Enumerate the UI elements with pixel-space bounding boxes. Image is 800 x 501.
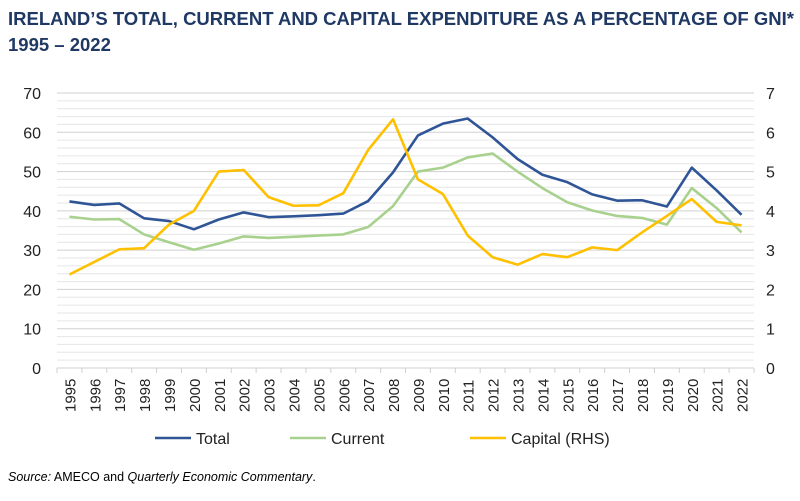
x-tick-label: 2007	[361, 379, 378, 412]
y2-tick-label: 3	[766, 243, 775, 260]
x-tick-label: 1997	[112, 379, 129, 412]
y-tick-label: 50	[23, 165, 41, 182]
y-tick-label: 20	[23, 282, 41, 299]
line-chart: 0 10 20 30 40 50 60 70 0 1 2 3 4 5 6 7 1995 1996 1997 1998 1…	[23, 86, 775, 448]
x-tick-label: 2022	[735, 379, 752, 412]
series-line-capital-rhs-	[68, 118, 742, 276]
x-tick-label: 2010	[436, 379, 453, 412]
legend-label: Capital (RHS)	[511, 431, 610, 448]
x-tick-label: 2016	[585, 379, 602, 412]
legend-label: Total	[196, 431, 230, 448]
y2-tick-label: 0	[766, 361, 775, 378]
x-tick-label: 2009	[411, 379, 428, 412]
series-line-current	[69, 152, 743, 252]
x-tick-label: 2013	[511, 379, 528, 412]
x-tick-label: 2006	[336, 379, 353, 412]
x-tick-label: 1999	[162, 379, 179, 412]
series-line-total	[69, 117, 743, 231]
x-tick-label: 2011	[461, 380, 478, 412]
x-tick-label: 1998	[137, 379, 154, 412]
x-tick-label: 2004	[286, 379, 303, 412]
y2-tick-label: 1	[766, 322, 775, 339]
x-tick-label: 1995	[62, 379, 79, 412]
y-tick-label: 70	[23, 86, 41, 103]
source-text: AMECO and	[53, 470, 128, 484]
x-tick-label: 2014	[535, 379, 552, 412]
y2-tick-label: 5	[766, 165, 775, 182]
x-tick-label: 2001	[212, 379, 229, 412]
x-tick-label: 1996	[87, 379, 104, 412]
x-tick-label: 2002	[237, 379, 254, 412]
chart-title: IRELAND’S TOTAL, CURRENT AND CAPITAL EXP…	[8, 8, 794, 55]
y-tick-label: 10	[23, 322, 41, 339]
y-tick-label: 40	[23, 204, 41, 221]
x-tick-label: 2018	[635, 379, 652, 412]
y2-tick-label: 6	[766, 125, 775, 142]
x-tick-label: 2019	[660, 379, 677, 412]
x-tick-label: 2020	[685, 379, 702, 412]
y2-tick-label: 4	[766, 204, 775, 221]
source-publication: Quarterly Economic Commentary	[127, 470, 313, 484]
x-tick-label: 2003	[262, 379, 279, 412]
source-label: Source:	[8, 470, 52, 484]
y2-tick-label: 2	[766, 282, 775, 299]
y-tick-label: 0	[32, 361, 41, 378]
y-tick-label: 60	[23, 125, 41, 142]
x-tick-label: 2000	[187, 379, 204, 412]
source-end: .	[312, 470, 316, 484]
x-tick-label: 2012	[486, 379, 503, 412]
x-tick-label: 2008	[386, 379, 403, 412]
x-tick-label: 2021	[710, 379, 727, 412]
y-tick-label: 30	[23, 243, 41, 260]
y2-tick-label: 7	[766, 86, 775, 103]
x-tick-label: 2015	[560, 379, 577, 412]
source-note: Source: AMECO and Quarterly Economic Com…	[8, 470, 316, 484]
x-tick-label: 2017	[610, 379, 627, 412]
x-tick-label: 2005	[311, 379, 328, 412]
legend-label: Current	[331, 431, 385, 448]
